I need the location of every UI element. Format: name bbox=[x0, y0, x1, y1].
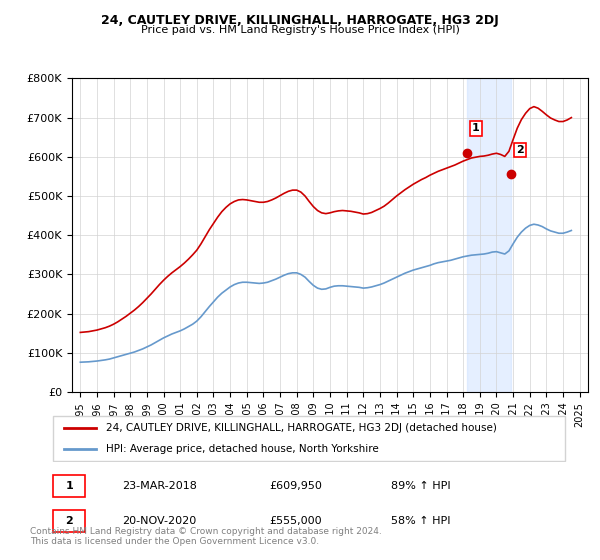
FancyBboxPatch shape bbox=[53, 475, 85, 497]
Text: 2: 2 bbox=[65, 516, 73, 526]
Text: 1: 1 bbox=[65, 481, 73, 491]
Bar bbox=[467, 78, 511, 392]
Text: Contains HM Land Registry data © Crown copyright and database right 2024.
This d: Contains HM Land Registry data © Crown c… bbox=[30, 526, 382, 546]
Text: Price paid vs. HM Land Registry's House Price Index (HPI): Price paid vs. HM Land Registry's House … bbox=[140, 25, 460, 35]
Text: 20-NOV-2020: 20-NOV-2020 bbox=[122, 516, 196, 526]
Text: 1: 1 bbox=[472, 123, 479, 133]
FancyBboxPatch shape bbox=[53, 510, 85, 532]
Text: £555,000: £555,000 bbox=[270, 516, 322, 526]
Text: 89% ↑ HPI: 89% ↑ HPI bbox=[391, 481, 451, 491]
Text: £609,950: £609,950 bbox=[270, 481, 323, 491]
Text: HPI: Average price, detached house, North Yorkshire: HPI: Average price, detached house, Nort… bbox=[106, 444, 379, 454]
Text: 2: 2 bbox=[517, 145, 524, 155]
Text: 24, CAUTLEY DRIVE, KILLINGHALL, HARROGATE, HG3 2DJ: 24, CAUTLEY DRIVE, KILLINGHALL, HARROGAT… bbox=[101, 14, 499, 27]
Text: 24, CAUTLEY DRIVE, KILLINGHALL, HARROGATE, HG3 2DJ (detached house): 24, CAUTLEY DRIVE, KILLINGHALL, HARROGAT… bbox=[106, 423, 497, 433]
Text: 23-MAR-2018: 23-MAR-2018 bbox=[122, 481, 197, 491]
FancyBboxPatch shape bbox=[53, 416, 565, 461]
Text: 58% ↑ HPI: 58% ↑ HPI bbox=[391, 516, 451, 526]
